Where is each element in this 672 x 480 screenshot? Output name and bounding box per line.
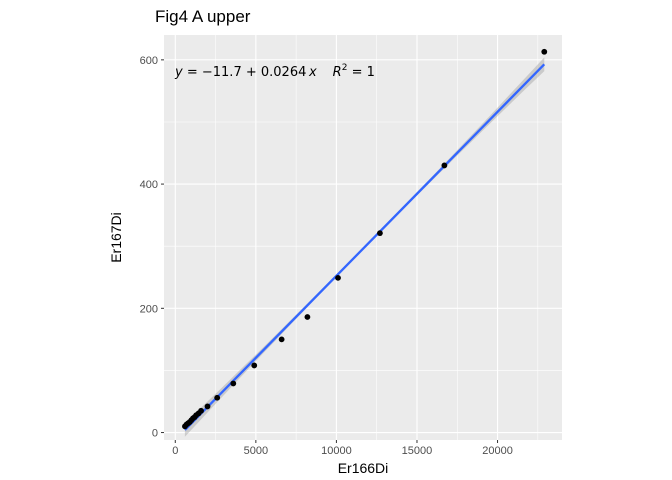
data-point — [204, 403, 211, 410]
x-axis-title: Er166Di — [338, 460, 389, 476]
y-axis-title: Er167Di — [108, 212, 124, 263]
data-points — [182, 48, 548, 430]
data-point — [541, 48, 548, 55]
fit-line — [184, 63, 546, 431]
data-point — [214, 394, 221, 401]
y-tick-label: 0 — [152, 428, 158, 440]
equation-equals: = — [183, 65, 202, 80]
x-tick-label: 15000 — [402, 445, 433, 457]
y-axis-ticks: 0 200 400 600 — [140, 55, 164, 440]
x-tick-label: 10000 — [321, 445, 352, 457]
data-point — [304, 314, 311, 320]
equation-rhs: −11.7 + 0.0264 — [202, 65, 309, 80]
x-axis-ticks: 0 5000 10000 15000 20000 — [172, 440, 513, 457]
minor-gridlines — [164, 35, 562, 440]
equation-x-variable: x — [308, 65, 317, 80]
y-tick-label: 400 — [140, 179, 158, 191]
data-point — [335, 274, 341, 281]
data-point — [377, 230, 383, 237]
data-point — [441, 162, 448, 169]
x-tick-label: 5000 — [244, 445, 268, 457]
regression-fit — [184, 57, 546, 437]
chart-title: Fig4 A upper — [155, 7, 251, 26]
plot-panel — [164, 35, 562, 440]
equation-y-variable: y — [174, 65, 183, 80]
data-point — [278, 336, 285, 343]
data-point — [251, 362, 258, 369]
r-squared-value: = 1 — [347, 65, 374, 80]
r-squared-exponent: 2 — [342, 63, 348, 73]
regression-equation: y = −11.7 + 0.0264 x R2 = 1 — [174, 63, 375, 80]
data-point — [230, 380, 237, 387]
y-tick-label: 200 — [140, 303, 158, 315]
r-squared-symbol: R — [333, 65, 342, 80]
data-point — [198, 407, 204, 414]
x-tick-label: 0 — [172, 445, 178, 457]
y-tick-label: 600 — [140, 55, 158, 67]
x-tick-label: 20000 — [482, 445, 513, 457]
major-gridlines — [164, 35, 562, 440]
